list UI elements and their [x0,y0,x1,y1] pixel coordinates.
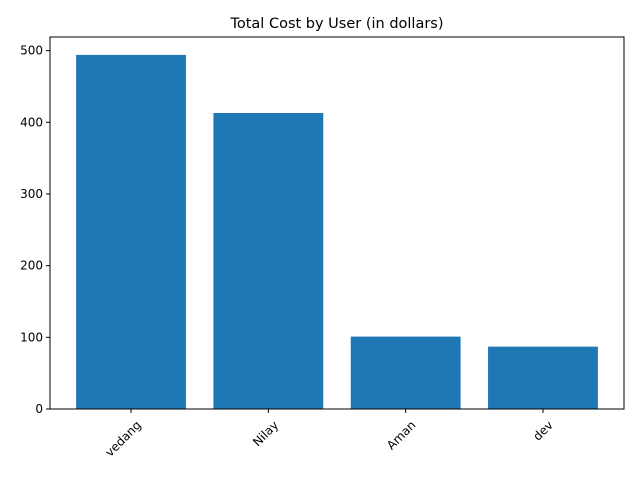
bar-vedang [76,54,186,410]
bar-nilay [213,112,324,410]
y-tick-label: 400 [20,115,43,129]
y-tick-label: 100 [20,330,43,344]
x-tick-label-dev: dev [530,418,556,444]
x-axis: vedang Nilay Aman dev [102,409,556,460]
bar-dev [488,346,598,409]
y-tick-label: 300 [20,187,43,201]
x-tick-label-vedang: vedang [102,418,143,459]
y-tick-label: 500 [20,44,43,58]
bar-aman [350,336,461,409]
y-tick-label: 0 [35,402,43,416]
x-tick-label-aman: Aman [384,418,419,453]
plot-frame [49,36,625,410]
chart-title: Total Cost by User (in dollars) [229,16,443,32]
y-axis: 0 100 200 300 400 500 [20,44,50,416]
bars-layer [76,54,598,410]
y-tick-label: 200 [20,259,43,273]
x-tick-label-nilay: Nilay [250,418,281,449]
